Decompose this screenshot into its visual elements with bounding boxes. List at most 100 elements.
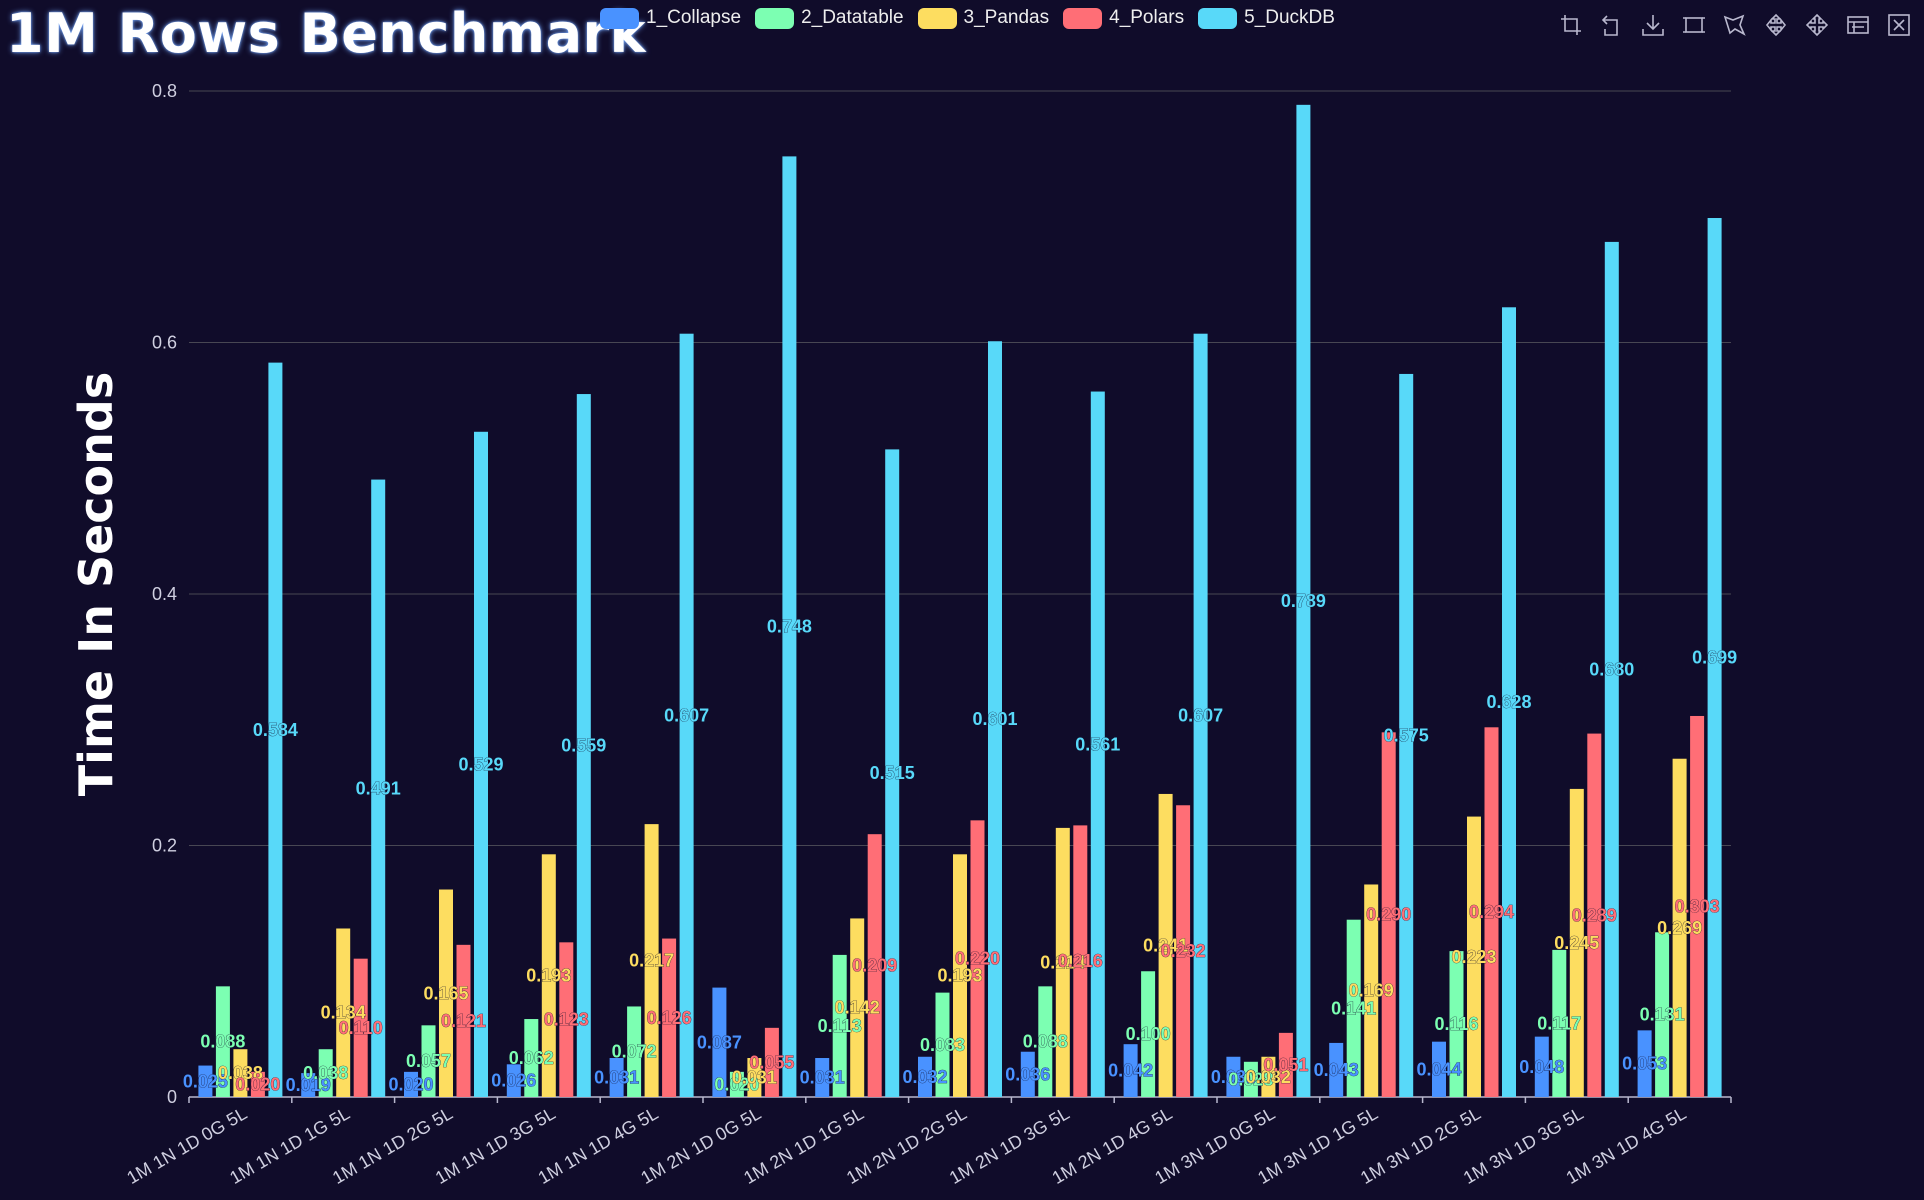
bar-4-polars — [970, 820, 985, 1097]
bar-3-pandas — [1569, 788, 1584, 1097]
bar-4-polars — [662, 938, 677, 1097]
legend-swatch-pandas — [917, 7, 957, 29]
data-label: 0.019 — [286, 1075, 331, 1095]
bar-2-datatable — [729, 1071, 744, 1097]
data-label: 0.026 — [491, 1071, 536, 1091]
bar-1-collapse — [815, 1058, 830, 1097]
bar-2-datatable — [1346, 919, 1361, 1097]
legend-item-polars[interactable]: 4_Polars — [1063, 7, 1184, 29]
data-label: 0.223 — [1451, 947, 1496, 967]
data-label: 0.088 — [1023, 1032, 1068, 1052]
legend-swatch-datatable — [755, 7, 795, 29]
bar-4-polars — [353, 958, 368, 1097]
bar-5-duckdb — [268, 362, 283, 1097]
data-view-icon[interactable] — [1843, 10, 1873, 40]
data-label: 0.607 — [1178, 705, 1223, 725]
data-label: 0.038 — [303, 1063, 348, 1083]
bar-2-datatable — [1655, 932, 1670, 1097]
data-label: 0.100 — [1126, 1024, 1171, 1044]
bar-2-datatable — [318, 1049, 333, 1097]
legend-label: 4_Polars — [1109, 7, 1185, 28]
legend-swatch-collapse — [600, 7, 639, 29]
data-label: 0.126 — [647, 1008, 692, 1028]
data-label: 0.083 — [920, 1035, 965, 1055]
data-label: 0.032 — [1246, 1067, 1291, 1087]
data-label: 0.048 — [1519, 1057, 1564, 1077]
legend-item-collapse[interactable]: 1_Collapse — [600, 7, 741, 29]
zoom-icon[interactable] — [1556, 10, 1586, 40]
legend-item-datatable[interactable]: 2_Datatable — [755, 7, 904, 29]
bar-4-polars — [764, 1027, 779, 1097]
data-label: 0.087 — [697, 1032, 742, 1052]
bar-1-collapse — [506, 1064, 521, 1097]
bar-4-polars — [867, 834, 882, 1097]
bar-4-polars — [1690, 715, 1705, 1097]
data-label: 0.584 — [253, 720, 298, 740]
bar-1-collapse — [1534, 1036, 1549, 1097]
data-label: 0.032 — [902, 1067, 947, 1087]
bar-5-duckdb — [679, 333, 694, 1097]
bar-1-collapse — [1329, 1042, 1344, 1097]
data-label: 0.055 — [749, 1052, 794, 1072]
clear-selection-icon[interactable] — [1802, 10, 1832, 40]
bar-1-collapse — [301, 1073, 316, 1097]
bar-2-datatable — [421, 1025, 436, 1097]
data-label: 0.131 — [1640, 1005, 1685, 1025]
data-label: 0.193 — [526, 966, 571, 986]
bar-2-datatable — [935, 992, 950, 1097]
bar-1-collapse — [712, 987, 727, 1097]
data-label: 0.031 — [732, 1068, 777, 1088]
bar-5-duckdb — [576, 394, 591, 1097]
data-label: 0.269 — [1657, 918, 1702, 938]
legend-label: 3_Pandas — [963, 7, 1050, 28]
data-label: 0.165 — [423, 983, 468, 1003]
bar-2-datatable — [1552, 949, 1567, 1097]
toolbox — [1545, 10, 1914, 40]
legend-item-duckdb[interactable]: 5_DuckDB — [1198, 7, 1335, 29]
polygon-select-icon[interactable] — [1720, 10, 1750, 40]
bar-3-pandas — [1158, 793, 1173, 1097]
data-label: 0.680 — [1589, 659, 1634, 679]
data-label: 0.038 — [218, 1063, 263, 1083]
bar-2-datatable — [627, 1006, 642, 1097]
data-label: 0.601 — [972, 709, 1017, 729]
bar-4-polars — [1073, 825, 1088, 1097]
data-label: 0.193 — [937, 966, 982, 986]
save-image-icon[interactable] — [1638, 10, 1668, 40]
zoom-reset-icon[interactable] — [1597, 10, 1627, 40]
y-tick-label: 0.4 — [152, 584, 177, 604]
bar-5-duckdb — [474, 431, 488, 1098]
data-label: 0.088 — [200, 1032, 245, 1052]
data-label: 0.121 — [441, 1011, 486, 1031]
data-label: 0.214 — [1040, 952, 1085, 972]
data-label: 0.110 — [339, 1018, 383, 1038]
data-label: 0.220 — [955, 949, 1000, 969]
bar-1-collapse — [1226, 1056, 1241, 1097]
y-axis-title: Time In Seconds — [69, 372, 123, 796]
data-label: 0.607 — [664, 705, 709, 725]
restore-icon[interactable] — [1884, 10, 1914, 40]
bar-5-duckdb — [885, 449, 900, 1097]
data-label: 0.025 — [183, 1071, 228, 1091]
data-label: 0.561 — [1075, 734, 1120, 754]
bar-3-pandas — [1261, 1056, 1276, 1097]
legend-item-pandas[interactable]: 3_Pandas — [917, 7, 1050, 29]
legend-label: 5_DuckDB — [1244, 7, 1335, 28]
data-label: 0.748 — [767, 617, 812, 637]
keep-selection-icon[interactable] — [1761, 10, 1791, 40]
data-label: 0.057 — [406, 1051, 451, 1071]
bar-2-datatable — [1243, 1061, 1258, 1097]
data-label: 0.042 — [1108, 1061, 1153, 1081]
data-label: 0.113 — [818, 1016, 862, 1036]
rect-select-icon[interactable] — [1679, 10, 1709, 40]
y-tick-label: 0.6 — [152, 333, 177, 353]
bar-2-datatable — [215, 986, 230, 1097]
bar-2-datatable — [1141, 971, 1156, 1097]
data-label: 0.303 — [1675, 896, 1720, 916]
bar-2-datatable — [1038, 986, 1053, 1097]
bar-3-pandas — [953, 854, 967, 1097]
bar-3-pandas — [439, 889, 453, 1097]
legend-label: 2_Datatable — [801, 7, 904, 28]
data-label: 0.575 — [1384, 725, 1429, 745]
